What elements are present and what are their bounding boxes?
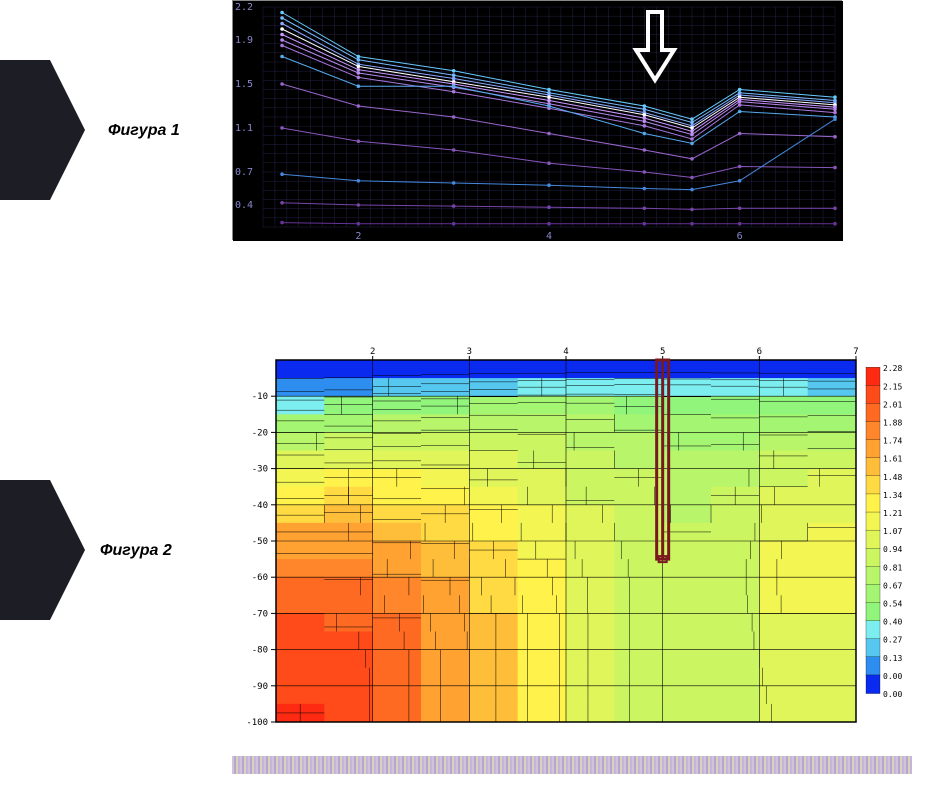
svg-text:-50: -50	[252, 537, 268, 547]
svg-text:1.07: 1.07	[883, 527, 902, 536]
svg-text:0.00: 0.00	[883, 672, 902, 681]
svg-text:1.88: 1.88	[883, 419, 902, 428]
svg-text:0.13: 0.13	[883, 654, 902, 663]
svg-text:-100: -100	[246, 718, 268, 728]
figure-2-label: Фигура 2	[100, 542, 172, 560]
svg-text:0.94: 0.94	[883, 545, 902, 554]
svg-text:5: 5	[660, 347, 665, 357]
svg-text:0.67: 0.67	[883, 581, 902, 590]
svg-text:2.2: 2.2	[235, 2, 253, 13]
svg-text:1.5: 1.5	[235, 79, 253, 90]
svg-text:3: 3	[467, 347, 472, 357]
svg-text:0.4: 0.4	[235, 200, 253, 211]
svg-text:-10: -10	[252, 392, 268, 402]
contour-chart-svg: -10 -20 -30 -40 -50 -60 -70 -80 -90 -100 2 3 4 5 6 7 2.2…	[232, 340, 912, 730]
svg-text:1.34: 1.34	[883, 491, 902, 500]
svg-text:2.28: 2.28	[883, 364, 902, 373]
line-chart-svg: 0.4 0.7 1.1 1.5 1.9 2.2 2 4 6	[233, 1, 843, 241]
svg-text:-70: -70	[252, 609, 268, 619]
svg-text:1.21: 1.21	[883, 509, 902, 518]
svg-text:-90: -90	[252, 682, 268, 692]
svg-text:0.54: 0.54	[883, 600, 902, 609]
svg-text:1.48: 1.48	[883, 473, 902, 482]
chevron-marker-1	[0, 60, 50, 200]
svg-text:0.7: 0.7	[235, 167, 253, 178]
svg-text:1.1: 1.1	[235, 123, 253, 134]
svg-text:0.81: 0.81	[883, 563, 902, 572]
svg-text:7: 7	[853, 347, 858, 357]
line-chart: 0.4 0.7 1.1 1.5 1.9 2.2 2 4 6	[232, 0, 842, 240]
svg-text:0.00: 0.00	[883, 690, 902, 699]
contour-chart: -10 -20 -30 -40 -50 -60 -70 -80 -90 -100 2 3 4 5 6 7 2.2…	[232, 340, 912, 730]
svg-text:0.27: 0.27	[883, 636, 902, 645]
svg-text:2: 2	[370, 347, 375, 357]
arrow-indicator	[630, 8, 680, 88]
svg-text:0.40: 0.40	[883, 618, 902, 627]
svg-text:-60: -60	[252, 573, 268, 583]
svg-text:4: 4	[546, 231, 552, 241]
chevron-marker-2	[0, 480, 50, 620]
figure-1-label: Фигура 1	[108, 122, 180, 140]
svg-text:-20: -20	[252, 428, 268, 438]
svg-text:1.74: 1.74	[883, 437, 902, 446]
decorative-strip	[232, 756, 912, 774]
svg-text:1.9: 1.9	[235, 35, 253, 46]
svg-text:2: 2	[355, 231, 361, 241]
svg-text:2.15: 2.15	[883, 382, 902, 391]
svg-text:1.61: 1.61	[883, 455, 902, 464]
svg-text:4: 4	[563, 347, 568, 357]
svg-text:-80: -80	[252, 646, 268, 656]
svg-text:-40: -40	[252, 501, 268, 511]
svg-text:6: 6	[737, 231, 743, 241]
svg-text:-30: -30	[252, 465, 268, 475]
svg-text:6: 6	[757, 347, 762, 357]
svg-text:2.01: 2.01	[883, 400, 902, 409]
